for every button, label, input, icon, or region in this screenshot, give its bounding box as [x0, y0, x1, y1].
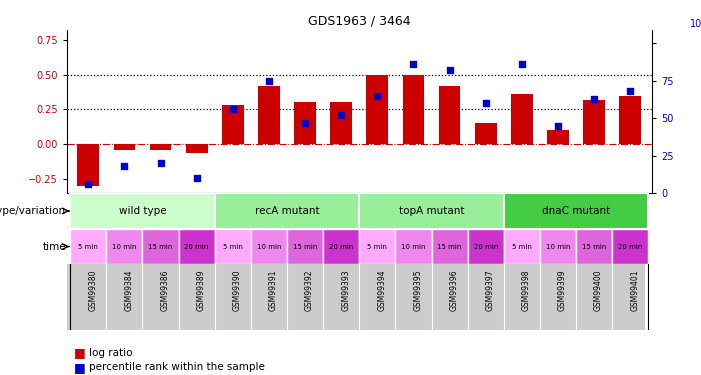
Point	[191, 175, 203, 181]
Text: GSM99389: GSM99389	[197, 270, 205, 311]
Bar	[258, 86, 280, 144]
Bar	[475, 123, 496, 144]
Text: GSM99384: GSM99384	[124, 270, 133, 311]
Bar	[70, 193, 215, 229]
Text: 20 min: 20 min	[618, 244, 642, 250]
Bar	[612, 229, 648, 264]
Text: GSM99392: GSM99392	[305, 270, 314, 311]
Title: GDS1963 / 3464: GDS1963 / 3464	[308, 15, 411, 27]
Text: 5 min: 5 min	[512, 244, 532, 250]
Point	[480, 100, 491, 106]
Text: wild type: wild type	[118, 206, 166, 216]
Text: GSM99397: GSM99397	[486, 270, 495, 311]
Bar	[294, 102, 316, 144]
Text: time: time	[42, 242, 66, 252]
Bar	[186, 144, 207, 153]
Bar	[107, 229, 142, 264]
Text: genotype/variation: genotype/variation	[0, 206, 66, 216]
Bar	[432, 229, 468, 264]
Bar	[620, 96, 641, 144]
Text: GSM99380: GSM99380	[88, 270, 97, 311]
Text: GSM99400: GSM99400	[594, 270, 603, 311]
Bar	[576, 229, 612, 264]
Point	[264, 78, 275, 84]
Text: ■: ■	[74, 346, 86, 359]
Bar	[540, 229, 576, 264]
Bar	[395, 229, 432, 264]
Text: 15 min: 15 min	[149, 244, 172, 250]
Bar	[583, 100, 605, 144]
Point	[552, 123, 564, 129]
Text: percentile rank within the sample: percentile rank within the sample	[89, 363, 265, 372]
Bar	[511, 94, 533, 144]
Bar	[70, 229, 107, 264]
Bar	[114, 144, 135, 150]
Bar	[439, 86, 461, 144]
Text: GSM99399: GSM99399	[558, 270, 567, 311]
Text: GSM99394: GSM99394	[377, 270, 386, 311]
Point	[118, 163, 130, 169]
Text: GSM99390: GSM99390	[233, 270, 242, 311]
Text: 15 min: 15 min	[582, 244, 606, 250]
Text: GSM99393: GSM99393	[341, 270, 350, 311]
Point	[408, 62, 419, 68]
Bar	[251, 229, 287, 264]
Text: GSM99391: GSM99391	[269, 270, 278, 311]
Text: GSM99398: GSM99398	[522, 270, 531, 311]
Text: 10 min: 10 min	[546, 244, 570, 250]
Text: GSM99395: GSM99395	[414, 270, 423, 311]
Point	[625, 88, 636, 94]
Text: dnaC mutant: dnaC mutant	[542, 206, 610, 216]
Text: topA mutant: topA mutant	[399, 206, 464, 216]
Text: 10 min: 10 min	[401, 244, 426, 250]
Point	[336, 112, 347, 118]
Bar	[367, 75, 388, 144]
Bar	[504, 229, 540, 264]
Text: 10 min: 10 min	[257, 244, 281, 250]
Bar	[330, 102, 352, 144]
Bar	[359, 229, 395, 264]
Text: GSM99396: GSM99396	[449, 270, 458, 311]
Bar	[504, 193, 648, 229]
Bar	[142, 229, 179, 264]
Text: 5 min: 5 min	[223, 244, 243, 250]
Text: ■: ■	[74, 361, 86, 374]
Bar	[77, 144, 99, 186]
Text: 10 min: 10 min	[112, 244, 137, 250]
Point	[83, 181, 94, 187]
Text: 5 min: 5 min	[367, 244, 387, 250]
Bar	[323, 229, 359, 264]
Bar	[150, 144, 171, 150]
Text: GSM99386: GSM99386	[161, 270, 170, 311]
Point	[299, 120, 311, 126]
Point	[444, 68, 455, 74]
Bar	[287, 229, 323, 264]
Point	[516, 62, 527, 68]
Bar	[222, 105, 244, 144]
Bar	[547, 130, 569, 144]
Text: log ratio: log ratio	[89, 348, 132, 357]
Point	[227, 106, 238, 112]
Point	[372, 93, 383, 99]
Text: 100%: 100%	[690, 19, 701, 29]
Bar	[215, 229, 251, 264]
Text: 5 min: 5 min	[79, 244, 98, 250]
Text: recA mutant: recA mutant	[254, 206, 320, 216]
Bar	[215, 193, 359, 229]
Point	[589, 96, 600, 102]
Bar	[359, 193, 504, 229]
Bar	[468, 229, 504, 264]
Text: 15 min: 15 min	[293, 244, 318, 250]
Text: GSM99401: GSM99401	[630, 270, 639, 311]
Text: 20 min: 20 min	[329, 244, 353, 250]
Point	[155, 160, 166, 166]
Bar	[179, 229, 215, 264]
Bar	[402, 75, 424, 144]
Text: 15 min: 15 min	[437, 244, 462, 250]
Text: 20 min: 20 min	[184, 244, 209, 250]
Text: 20 min: 20 min	[474, 244, 498, 250]
